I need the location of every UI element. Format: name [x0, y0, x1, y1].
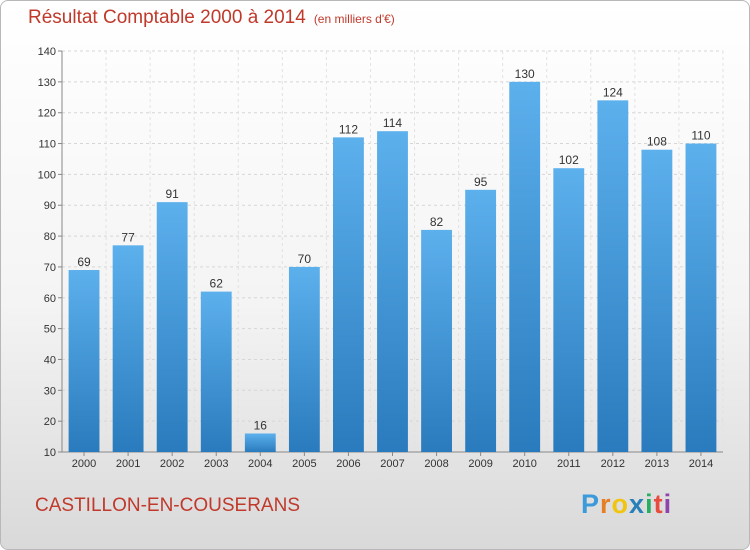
- bar-value-label: 108: [647, 135, 667, 149]
- logo-letter: r: [600, 489, 612, 519]
- y-tick-label: 90: [44, 200, 56, 212]
- bar-value-label: 124: [603, 85, 623, 99]
- y-tick-label: 30: [44, 385, 56, 397]
- x-tick-label: 2009: [468, 458, 492, 470]
- bar-value-label: 77: [121, 230, 135, 244]
- bar-value-label: 62: [210, 277, 224, 291]
- chart-subtitle: (en milliers d'€): [313, 12, 395, 26]
- y-tick-label: 50: [44, 324, 56, 336]
- logo-letter: i: [645, 489, 654, 519]
- bar-value-label: 112: [339, 122, 358, 136]
- logo-letter: x: [629, 489, 646, 519]
- bar: [377, 131, 408, 452]
- bar: [200, 291, 232, 452]
- x-tick-label: 2012: [601, 458, 625, 470]
- chart-title: Résultat Comptable 2000 à 2014 (en millie…: [28, 7, 395, 29]
- logo-letter: t: [653, 489, 664, 519]
- x-tick-label: 2011: [557, 458, 581, 470]
- x-tick-label: 2008: [424, 458, 448, 470]
- bar: [333, 137, 364, 452]
- bar: [685, 143, 717, 453]
- bar: [597, 100, 629, 452]
- x-tick-label: 2013: [645, 458, 669, 470]
- bar: [68, 270, 100, 452]
- x-tick-label: 2006: [336, 458, 360, 470]
- x-tick-label: 2010: [512, 458, 536, 470]
- bar: [112, 245, 144, 452]
- y-tick-label: 10: [44, 447, 56, 459]
- bar: [465, 189, 497, 453]
- logo-letter: i: [663, 489, 673, 519]
- bar: [509, 81, 541, 452]
- bar-value-label: 82: [430, 215, 444, 229]
- y-tick-label: 70: [44, 262, 56, 274]
- bar-value-label: 70: [298, 252, 312, 266]
- y-tick-label: 140: [38, 46, 56, 58]
- y-tick-label: 40: [44, 354, 56, 366]
- bar: [288, 266, 320, 452]
- x-tick-label: 2005: [292, 458, 316, 470]
- x-tick-label: 2001: [116, 458, 140, 470]
- bar: [244, 433, 276, 452]
- bar-value-label: 130: [515, 67, 535, 81]
- proxiti-logo: Proxiti: [581, 489, 672, 520]
- bar-value-label: 95: [474, 175, 488, 189]
- bar-value-label: 102: [559, 153, 579, 167]
- x-tick-label: 2000: [72, 458, 96, 470]
- bar-value-label: 110: [691, 129, 710, 143]
- y-tick-label: 20: [44, 416, 56, 428]
- town-name: CASTILLON-EN-COUSERANS: [35, 495, 300, 516]
- logo-letter: o: [611, 489, 630, 519]
- logo-letter: P: [581, 489, 601, 519]
- bar-value-label: 91: [165, 187, 179, 201]
- y-tick-label: 130: [38, 77, 56, 89]
- y-tick-label: 120: [38, 108, 56, 120]
- x-tick-label: 2007: [380, 458, 404, 470]
- y-tick-label: 100: [38, 169, 56, 181]
- x-tick-label: 2002: [160, 458, 184, 470]
- bar-value-label: 69: [77, 255, 91, 269]
- y-tick-label: 60: [44, 293, 56, 305]
- x-tick-label: 2014: [689, 458, 713, 470]
- x-tick-label: 2004: [248, 458, 272, 470]
- chart-title-text: Résultat Comptable 2000 à 2014: [28, 7, 306, 28]
- bar: [421, 229, 452, 452]
- y-tick-label: 110: [38, 139, 56, 151]
- bar: [156, 202, 188, 452]
- bar-value-label: 114: [383, 116, 402, 130]
- bar: [553, 168, 585, 452]
- bar-value-label: 16: [254, 418, 268, 432]
- x-tick-label: 2003: [204, 458, 228, 470]
- y-tick-label: 80: [44, 231, 56, 243]
- bar: [641, 149, 673, 452]
